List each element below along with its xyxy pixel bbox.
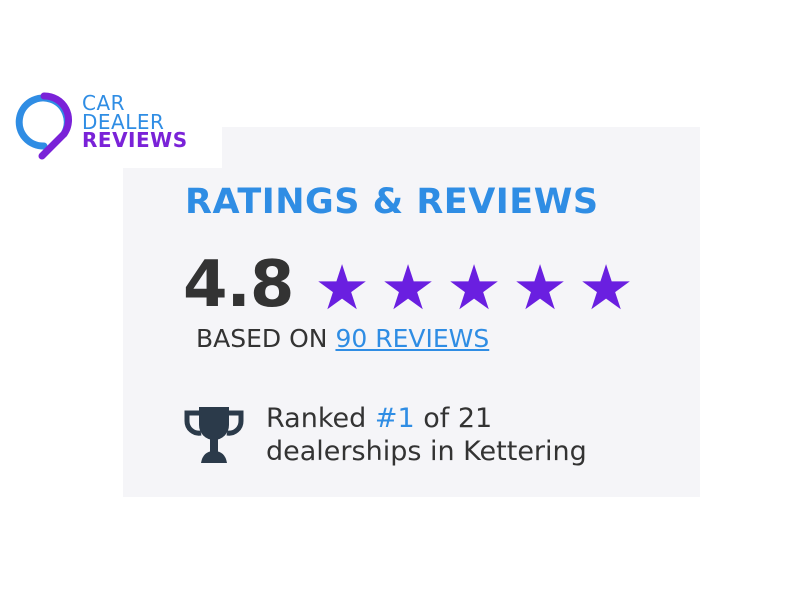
rank-location: dealerships in Kettering (266, 436, 587, 467)
logo-line-dealer: DEALER (82, 110, 165, 134)
star-icon: ★ (314, 251, 370, 324)
ranking-text: Ranked #1 of 21 dealerships in Kettering (266, 402, 587, 468)
star-icon: ★ (380, 251, 436, 324)
logo-line-car: CAR (82, 91, 126, 115)
star-icon: ★ (512, 251, 568, 324)
star-icon: ★ (446, 251, 502, 324)
rank-prefix: Ranked (266, 403, 367, 434)
logo-line-reviews: REVIEWS (82, 128, 188, 152)
reviews-link[interactable]: 90 REVIEWS (335, 324, 490, 353)
widget-title: RATINGS & REVIEWS (185, 182, 599, 222)
star-icon: ★ (578, 251, 634, 324)
based-on-text: BASED ON 90 REVIEWS (196, 324, 489, 353)
logo-ring-icon (15, 92, 73, 160)
rating-score: 4.8 (183, 248, 294, 322)
car-dealer-reviews-logo: CAR DEALER REVIEWS (0, 80, 222, 168)
star-rating: ★ ★ ★ ★ ★ (311, 251, 637, 324)
based-on-label: BASED ON (196, 324, 328, 353)
trophy-icon (184, 407, 244, 463)
rank-value: #1 (374, 403, 415, 434)
rank-suffix: of 21 (423, 403, 493, 434)
